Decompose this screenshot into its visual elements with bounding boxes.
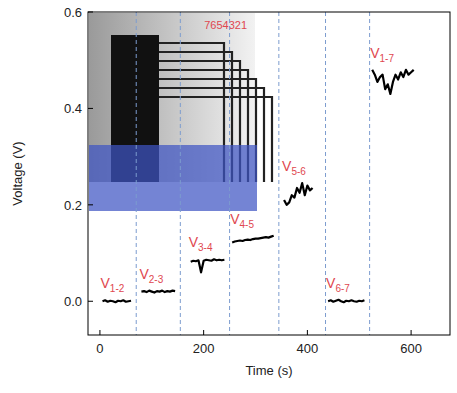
series-label: V5-6 (282, 158, 306, 177)
y-tick-label: 0.0 (64, 294, 82, 309)
series-line (284, 183, 313, 205)
series-line (103, 300, 132, 302)
series-label: V1-7 (370, 45, 394, 64)
y-tick-label: 0.4 (64, 101, 82, 116)
series-label: V6-7 (326, 275, 350, 294)
series-line (232, 236, 273, 243)
divider (229, 12, 230, 335)
plot-lines (103, 70, 414, 302)
x-axis-title: Time (s) (245, 363, 292, 378)
y-tick-label: 0.2 (64, 198, 82, 213)
divider (278, 12, 279, 335)
x-tick (99, 330, 100, 335)
x-tick-label: 200 (193, 341, 215, 356)
series-line (141, 291, 175, 293)
plot-frame (88, 12, 450, 335)
series-line (191, 259, 225, 272)
inset-highlight (89, 145, 257, 211)
x-tick (307, 330, 308, 335)
series-line (328, 300, 364, 302)
series-line (372, 70, 413, 94)
x-tick (203, 330, 204, 335)
x-tick-label: 400 (297, 341, 319, 356)
inset-label: 7654321 (204, 19, 247, 31)
x-tick-label: 600 (400, 341, 422, 356)
divider (180, 12, 181, 335)
y-tick (88, 301, 93, 302)
x-tick (411, 330, 412, 335)
series-label: V1-2 (101, 275, 125, 294)
y-tick (88, 204, 93, 205)
x-tick-label: 0 (96, 341, 103, 356)
divider (136, 12, 137, 335)
series-label: V4-5 (230, 211, 254, 230)
y-tick-label: 0.6 (64, 5, 82, 20)
y-tick (88, 12, 93, 13)
y-tick (88, 108, 93, 109)
series-label: V3-4 (189, 234, 213, 253)
series-label: V2-3 (139, 266, 163, 285)
y-axis-title: Voltage (V) (10, 141, 25, 205)
chart: 7654321 V1-2 V2-3 V3-4 V4-5 V5-6 V6-7 V1-7 0.0 0.… (0, 0, 457, 393)
